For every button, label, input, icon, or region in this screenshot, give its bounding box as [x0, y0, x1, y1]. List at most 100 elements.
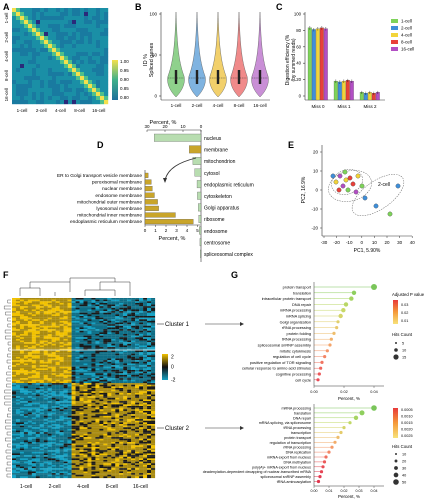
f-cell [59, 330, 64, 333]
f-cell [139, 402, 144, 405]
f-cell [127, 456, 132, 459]
f-cell [19, 342, 25, 344]
f-colorbar-label: 2 [171, 355, 174, 361]
f-cell [111, 445, 116, 448]
f-cell [139, 471, 144, 474]
f-cell [99, 348, 104, 351]
f-cell [63, 463, 68, 466]
correlation-cell [60, 76, 65, 81]
correlation-cell [44, 36, 49, 41]
f-cell [115, 335, 120, 338]
f-cell [35, 337, 40, 340]
f-cell [31, 455, 36, 457]
f-cell [115, 368, 120, 371]
f-cell [31, 438, 36, 441]
f-cell [79, 389, 84, 392]
g2-tick-label: 0.00 [311, 489, 318, 493]
f-cell [95, 343, 100, 346]
correlation-cell [28, 76, 33, 81]
f-cell [55, 355, 60, 358]
f-cell [19, 469, 25, 472]
f-cell [63, 428, 68, 431]
digestion-bar [341, 80, 346, 101]
f-cell [143, 355, 148, 358]
f-cell [75, 327, 80, 330]
f-cell [83, 424, 88, 426]
f-cell [111, 316, 116, 318]
f-cell [55, 350, 60, 353]
f-cell [19, 453, 25, 456]
f-cell [55, 407, 60, 410]
correlation-cell [48, 52, 53, 57]
f-cell [135, 381, 140, 384]
f-cell [87, 304, 92, 307]
panel-letter-f: F [3, 270, 9, 280]
correlation-cell [88, 76, 93, 81]
correlation-cell [68, 52, 73, 57]
f-cell [131, 327, 136, 330]
f-cell [127, 340, 132, 343]
f-cell [95, 378, 100, 380]
f-cell [67, 471, 72, 474]
f-cell [123, 394, 128, 397]
f-cell [75, 317, 80, 320]
f-cell [67, 355, 72, 358]
f-cell [127, 407, 132, 410]
f-cell [143, 312, 148, 315]
f-cell [139, 446, 144, 449]
f-cell [115, 329, 120, 331]
f-cell [107, 461, 112, 464]
f-cell [99, 409, 104, 412]
heatmap-x-label: 16-cell [92, 108, 105, 113]
correlation-cell [72, 72, 77, 77]
f-cell [35, 379, 40, 382]
f-cell [151, 460, 156, 462]
f-cell [35, 332, 40, 335]
f-cell [79, 366, 84, 369]
f-cell [59, 384, 64, 387]
f-cell [139, 427, 144, 430]
correlation-cell [88, 72, 93, 77]
d-bottom-label: peroxisomal membrane [92, 180, 142, 186]
f-cell [35, 402, 40, 405]
f-cell [71, 306, 76, 308]
f-cell [15, 311, 21, 313]
f-cell [79, 358, 84, 361]
f-cell [55, 317, 60, 320]
f-cell [27, 314, 32, 317]
correlation-cell [68, 76, 73, 81]
correlation-cell [60, 32, 65, 37]
f-cell [63, 451, 68, 454]
f-cell [119, 455, 124, 457]
f-cell [23, 368, 28, 371]
f-cell [75, 365, 80, 367]
f-cell [63, 406, 68, 408]
f-cell [39, 319, 44, 322]
f-cell [59, 409, 64, 412]
f-cell [119, 410, 124, 413]
f-cell [115, 371, 120, 374]
f-cell [47, 474, 52, 477]
f-cell [43, 448, 48, 451]
heatmap-y-label: 4-cell [4, 51, 9, 62]
f-cell [51, 432, 56, 434]
f-cell [91, 316, 96, 318]
f-cell [71, 410, 76, 413]
f-cell [27, 322, 32, 325]
f-cell [31, 373, 36, 376]
f-cell [67, 404, 72, 407]
correlation-cell [76, 36, 81, 41]
f-left-dendrogram-path [3, 299, 11, 478]
f-cell [127, 306, 132, 308]
heatmap-x-label: 2-cell [36, 108, 47, 113]
f-cell [59, 301, 64, 304]
f-cell [67, 443, 72, 446]
correlation-cell [20, 28, 25, 33]
f-cell [71, 464, 76, 467]
f-cell [87, 399, 92, 402]
correlation-cell [20, 12, 25, 17]
f-cell [23, 392, 28, 395]
f-cell [79, 402, 84, 405]
f-cell [111, 409, 116, 412]
f-cell [107, 443, 112, 446]
